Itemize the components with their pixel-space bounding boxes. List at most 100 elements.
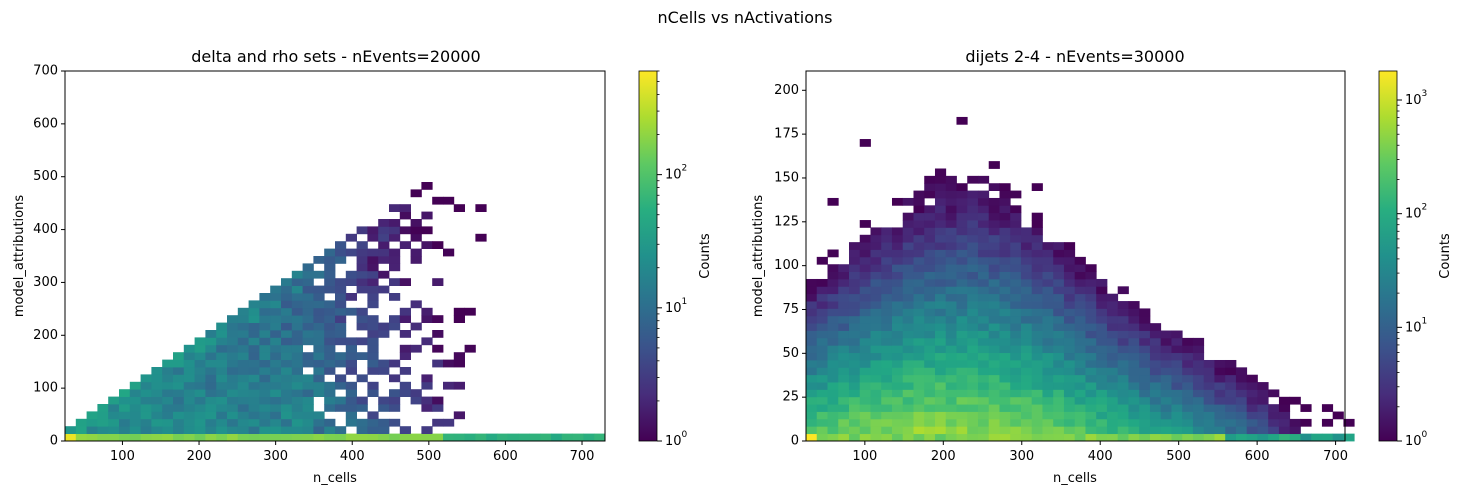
- heatmap-cell: [1106, 330, 1119, 339]
- heatmap-cell: [183, 389, 195, 397]
- heatmap-cell: [1257, 426, 1269, 435]
- heatmap-cell: [870, 278, 882, 287]
- heatmap-cell: [1053, 249, 1065, 258]
- heatmap-cell: [1020, 382, 1033, 390]
- heatmap-cell: [988, 389, 1000, 398]
- heatmap-cell: [1085, 389, 1097, 398]
- heatmap-cell: [1053, 404, 1065, 412]
- heatmap-cell: [227, 381, 239, 390]
- heatmap-cell: [988, 382, 1000, 390]
- heatmap-cell: [999, 301, 1011, 309]
- heatmap-cell: [827, 337, 839, 346]
- heatmap-cell: [956, 382, 968, 390]
- heatmap-cell: [237, 418, 249, 427]
- heatmap-cell: [988, 183, 1000, 191]
- heatmap-cell: [399, 315, 411, 323]
- x-tick-label: 400: [1088, 449, 1113, 464]
- heatmap-cell: [1020, 234, 1033, 243]
- heatmap-cell: [956, 359, 968, 368]
- heatmap-cell: [891, 234, 904, 243]
- heatmap-cell: [97, 411, 109, 420]
- heatmap-cell: [913, 264, 925, 273]
- heatmap-cell: [345, 359, 357, 368]
- heatmap-cell: [967, 278, 979, 287]
- heatmap-cell: [389, 315, 401, 323]
- heatmap-cell: [86, 433, 98, 442]
- heatmap-cell: [1117, 411, 1129, 420]
- heatmap-cell: [1096, 323, 1108, 331]
- heatmap-cell: [259, 381, 271, 390]
- heatmap-cell: [356, 418, 368, 427]
- heatmap-cell: [270, 285, 282, 294]
- heatmap-cell: [173, 404, 185, 412]
- heatmap-cell: [1149, 345, 1162, 354]
- heatmap-cell: [913, 286, 925, 295]
- heatmap-cell: [870, 382, 882, 390]
- heatmap-cell: [1149, 382, 1162, 390]
- heatmap-cell: [848, 367, 861, 376]
- heatmap-cell: [1160, 404, 1172, 412]
- heatmap-cell: [1074, 359, 1086, 368]
- heatmap-cell: [356, 315, 368, 323]
- heatmap-cell: [248, 404, 260, 412]
- heatmap-cell: [1020, 256, 1033, 265]
- heatmap-cell: [1128, 352, 1140, 361]
- heatmap-cell: [367, 285, 379, 294]
- heatmap-cell: [378, 270, 390, 279]
- heatmap-cell: [389, 404, 401, 412]
- heatmap-cell: [913, 352, 925, 361]
- heatmap-cell: [1042, 367, 1054, 376]
- heatmap-cell: [1117, 382, 1129, 390]
- heatmap-cell: [848, 315, 861, 324]
- heatmap-cell: [65, 433, 77, 442]
- heatmap-cell: [453, 359, 465, 368]
- heatmap-cell: [1128, 330, 1140, 339]
- heatmap-cell: [1128, 389, 1140, 398]
- heatmap-cell: [335, 404, 347, 412]
- heatmap-cell: [1085, 374, 1097, 383]
- heatmap-cell: [194, 344, 206, 353]
- heatmap-cell: [870, 359, 882, 368]
- heatmap-cell: [1171, 426, 1183, 435]
- heatmap-cell: [956, 337, 968, 346]
- heatmap-cell: [1106, 308, 1119, 317]
- heatmap-cell: [924, 426, 936, 435]
- heatmap-cell: [1020, 404, 1033, 412]
- heatmap-cell: [1096, 330, 1108, 339]
- heatmap-cell: [389, 374, 401, 383]
- heatmap-cell: [881, 256, 893, 265]
- heatmap-cell: [389, 233, 401, 242]
- heatmap-cell: [151, 404, 163, 412]
- heatmap-cell: [1063, 278, 1076, 287]
- heatmap-cell: [1074, 367, 1086, 376]
- heatmap-cell: [205, 344, 217, 353]
- heatmap-cell: [816, 404, 828, 412]
- heatmap-cell: [1063, 323, 1076, 331]
- heatmap-cell: [967, 374, 979, 383]
- heatmap-cell: [956, 301, 968, 309]
- heatmap-cell: [1128, 315, 1140, 324]
- heatmap-cell: [999, 345, 1011, 354]
- heatmap-cell: [1053, 293, 1065, 302]
- heatmap-cell: [945, 345, 957, 354]
- heatmap-cell: [891, 315, 904, 324]
- heatmap-cell: [1063, 352, 1076, 361]
- heatmap-cell: [270, 307, 282, 316]
- heatmap-cell: [1235, 382, 1248, 390]
- heatmap-cell: [945, 197, 957, 206]
- heatmap-cell: [302, 433, 314, 442]
- heatmap-cell: [999, 323, 1011, 331]
- heatmap-cell: [1010, 352, 1022, 361]
- heatmap-cell: [891, 433, 904, 442]
- heatmap-cell: [1042, 418, 1054, 427]
- heatmap-cell: [270, 315, 282, 323]
- heatmap-cell: [1031, 404, 1043, 412]
- heatmap-cell: [1042, 352, 1054, 361]
- heatmap-cell: [956, 293, 968, 302]
- heatmap-cell: [988, 264, 1000, 273]
- heatmap-cell: [999, 286, 1011, 295]
- heatmap-cell: [999, 212, 1011, 221]
- heatmap-cell: [881, 389, 893, 398]
